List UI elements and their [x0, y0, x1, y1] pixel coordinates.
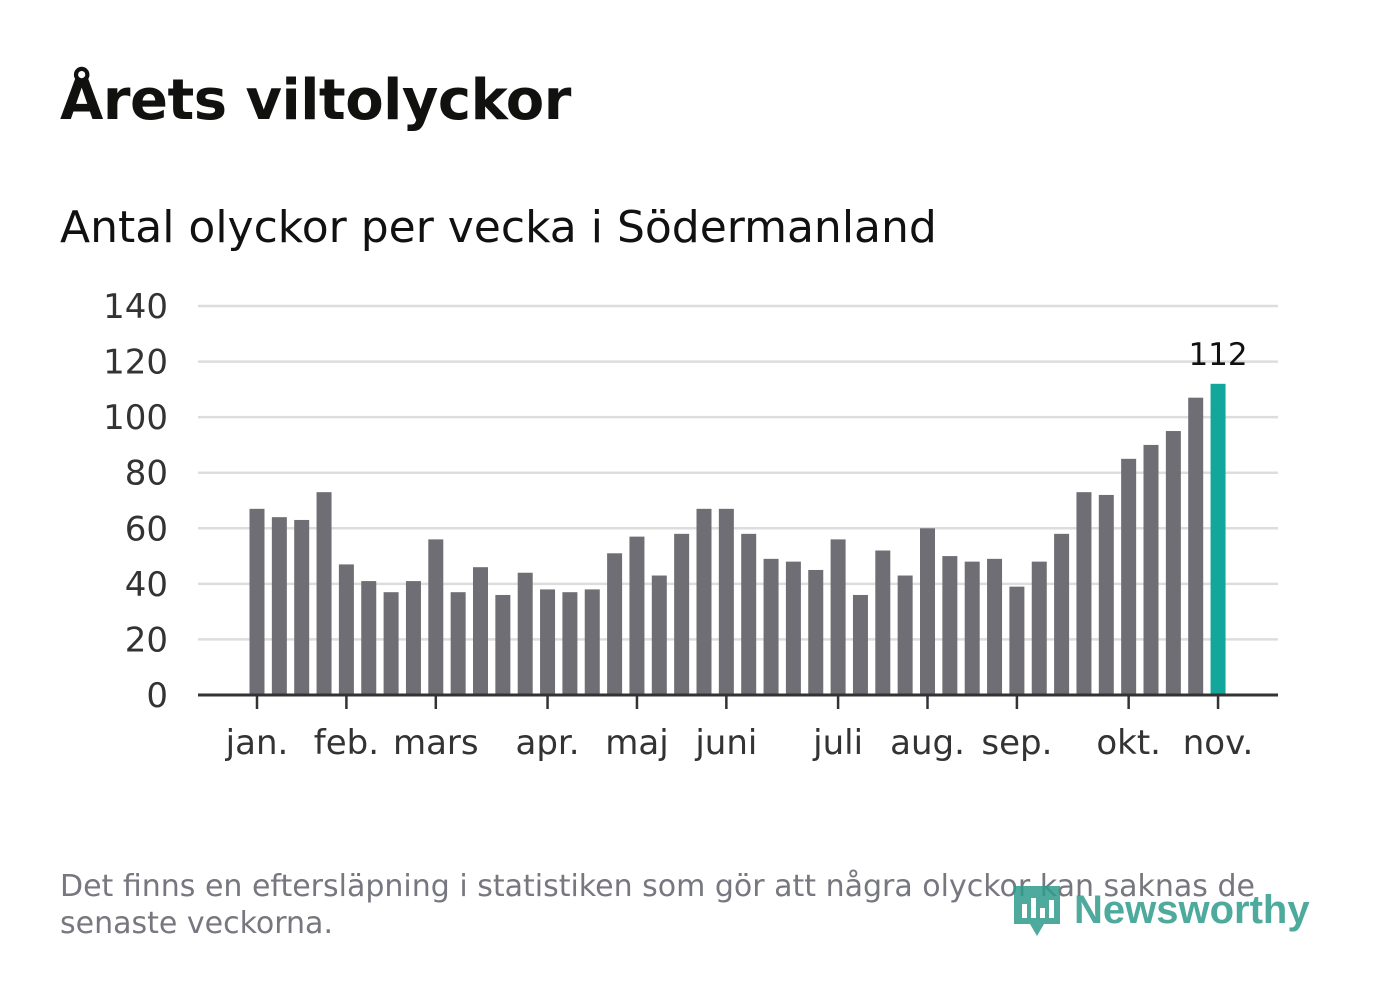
bar	[1165, 431, 1181, 695]
x-tick-label: apr.	[516, 723, 580, 763]
bar	[830, 539, 846, 695]
bars	[249, 383, 1226, 695]
bar	[1143, 444, 1159, 695]
bar-highlight	[1210, 383, 1226, 695]
annotations: 112	[1188, 337, 1247, 373]
bar	[1031, 561, 1047, 695]
bar	[473, 567, 488, 695]
y-tick-label: 20	[125, 620, 168, 660]
data-label-latest: 112	[1188, 337, 1247, 373]
x-tick-label: jan.	[225, 723, 289, 763]
bar	[540, 589, 556, 695]
x-tick-label: aug.	[890, 723, 965, 763]
bar	[1188, 397, 1204, 695]
x-tick-label: mars	[393, 723, 479, 763]
bar	[987, 558, 1003, 695]
bar	[897, 575, 913, 695]
bar	[607, 553, 623, 695]
bar	[1121, 458, 1137, 695]
bar	[920, 528, 935, 695]
newsworthy-logo-text: Newsworthy	[1074, 887, 1310, 932]
bar	[808, 569, 824, 695]
bar	[338, 564, 354, 695]
bar	[517, 572, 533, 695]
bar	[763, 558, 779, 695]
y-tick-label: 60	[125, 509, 168, 549]
bar	[852, 594, 868, 695]
x-axis	[198, 693, 1278, 709]
bar	[1054, 533, 1070, 695]
bar	[316, 492, 332, 695]
bar	[1076, 492, 1092, 695]
bar	[964, 561, 980, 695]
bar	[450, 592, 466, 695]
y-tick-label: 0	[146, 676, 168, 716]
x-tick-label: juli	[812, 723, 863, 763]
x-tick-label: feb.	[314, 723, 379, 763]
bar	[584, 589, 600, 695]
bar	[428, 539, 444, 695]
x-tick-label: nov.	[1183, 723, 1254, 763]
bar	[383, 592, 399, 695]
chart-subtitle: Antal olyckor per vecka i Södermanland	[60, 202, 937, 253]
y-axis-labels: 0 20 40 60 80 100 120 140	[103, 287, 168, 716]
bar	[674, 533, 690, 695]
newsworthy-logo: Newsworthy	[1010, 878, 1310, 942]
bar	[495, 594, 511, 695]
y-tick-label: 140	[103, 287, 168, 327]
bar	[696, 508, 712, 695]
bar	[1009, 586, 1025, 695]
x-tick-label: maj	[605, 723, 668, 763]
bar	[741, 533, 757, 695]
y-tick-label: 80	[125, 454, 168, 494]
x-tick-label: juni	[694, 723, 757, 763]
bar	[1098, 494, 1114, 695]
bar	[942, 556, 958, 695]
bar	[405, 581, 421, 695]
newsworthy-logo-icon	[1014, 886, 1060, 936]
bar	[562, 592, 578, 695]
x-tick-label: sep.	[981, 723, 1052, 763]
bar	[271, 517, 287, 695]
y-tick-label: 40	[125, 565, 168, 605]
bar	[361, 581, 377, 695]
bar	[718, 508, 734, 695]
grid-lines	[198, 304, 1278, 641]
bar	[785, 561, 801, 695]
y-tick-label: 100	[103, 398, 168, 438]
bar	[875, 550, 891, 695]
bar	[249, 508, 265, 695]
x-axis-labels: jan. feb. mars apr. maj juni juli aug. sep. okt. n…	[225, 723, 1254, 763]
bar	[294, 519, 310, 695]
bar	[651, 575, 667, 695]
bar	[629, 536, 645, 695]
chart-title: Årets viltolyckor	[60, 68, 571, 133]
x-tick-label: okt.	[1096, 723, 1161, 763]
y-tick-label: 120	[103, 343, 168, 383]
